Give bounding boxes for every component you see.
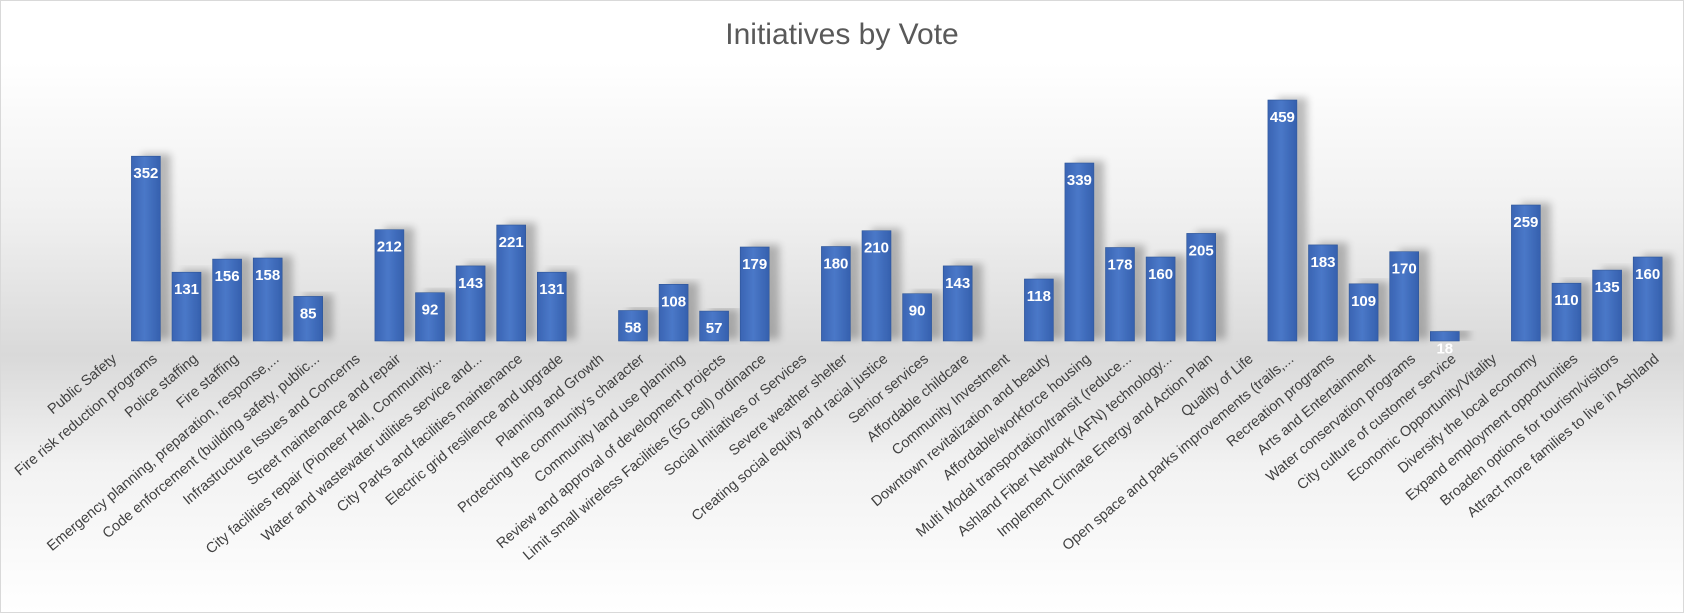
data-label: 183 bbox=[1310, 254, 1335, 271]
data-label: 339 bbox=[1067, 172, 1092, 189]
data-label: 179 bbox=[742, 256, 767, 273]
bar bbox=[1064, 162, 1095, 342]
bar bbox=[1551, 282, 1582, 342]
bar bbox=[739, 246, 770, 342]
data-label: 118 bbox=[1027, 288, 1051, 305]
data-label: 180 bbox=[823, 256, 848, 273]
data-label: 352 bbox=[133, 165, 158, 182]
bar bbox=[1389, 251, 1419, 342]
bar bbox=[1145, 256, 1176, 342]
bar bbox=[1186, 233, 1216, 342]
bar bbox=[1024, 278, 1054, 342]
data-label: 221 bbox=[499, 234, 524, 251]
data-label: 158 bbox=[255, 267, 280, 284]
bar bbox=[1632, 256, 1663, 342]
data-label: 109 bbox=[1351, 293, 1376, 310]
bar bbox=[536, 271, 567, 342]
bar bbox=[902, 293, 932, 342]
bar bbox=[699, 310, 729, 342]
chart-title: Initiatives by Vote bbox=[725, 18, 959, 51]
data-label: 131 bbox=[539, 281, 564, 298]
bar bbox=[252, 257, 283, 342]
data-label: 90 bbox=[909, 303, 926, 320]
data-label: 160 bbox=[1635, 266, 1660, 283]
bar bbox=[1267, 99, 1298, 342]
data-label: 212 bbox=[377, 239, 402, 256]
bar bbox=[171, 271, 202, 342]
data-label: 85 bbox=[300, 305, 317, 322]
bar bbox=[212, 258, 242, 342]
data-label: 131 bbox=[174, 281, 199, 298]
bar bbox=[293, 296, 324, 342]
bar bbox=[1592, 269, 1622, 342]
data-label: 143 bbox=[458, 275, 483, 292]
data-label: 135 bbox=[1595, 279, 1620, 296]
data-label: 108 bbox=[661, 293, 686, 310]
bar bbox=[658, 283, 689, 342]
data-label: 205 bbox=[1189, 242, 1214, 259]
bar bbox=[861, 230, 892, 342]
data-label: 178 bbox=[1107, 257, 1132, 274]
bar bbox=[415, 292, 445, 342]
bar bbox=[496, 224, 527, 342]
bar bbox=[1511, 204, 1541, 342]
bar bbox=[455, 265, 486, 342]
data-label: 259 bbox=[1513, 214, 1538, 231]
data-label: 170 bbox=[1392, 261, 1417, 278]
bar bbox=[1348, 283, 1379, 342]
data-label: 156 bbox=[215, 268, 240, 285]
bar bbox=[942, 265, 973, 342]
data-label: 210 bbox=[864, 240, 889, 257]
bar bbox=[1308, 244, 1338, 342]
data-label: 143 bbox=[945, 275, 970, 292]
bar bbox=[1430, 331, 1460, 342]
bar bbox=[131, 155, 161, 342]
bar bbox=[1105, 247, 1135, 342]
data-label: 160 bbox=[1148, 266, 1173, 283]
data-label: 92 bbox=[422, 302, 439, 319]
bar bbox=[374, 229, 405, 342]
data-label: 18 bbox=[1436, 341, 1453, 358]
data-label: 110 bbox=[1554, 292, 1578, 309]
data-label: 459 bbox=[1270, 109, 1295, 126]
bar bbox=[821, 246, 851, 342]
data-label: 57 bbox=[706, 320, 723, 337]
data-label: 58 bbox=[625, 320, 642, 337]
bar bbox=[618, 310, 648, 342]
